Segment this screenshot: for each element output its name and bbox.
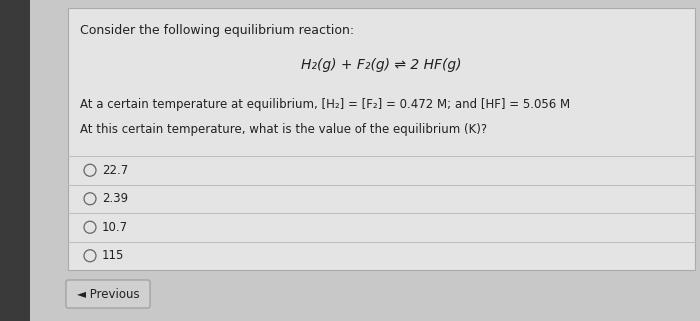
FancyBboxPatch shape [66, 280, 150, 308]
Text: 115: 115 [102, 249, 125, 262]
Text: 22.7: 22.7 [102, 164, 128, 177]
Bar [0, 0, 30, 321]
Bar [68, 8, 695, 270]
Text: 2.39: 2.39 [102, 192, 128, 205]
Text: At a certain temperature at equilibrium, [H₂] = [F₂] = 0.472 M; and [HF] = 5.056: At a certain temperature at equilibrium,… [80, 98, 570, 111]
Text: 10.7: 10.7 [102, 221, 128, 234]
Text: ◄ Previous: ◄ Previous [77, 288, 139, 300]
Text: H₂(g) + F₂(g) ⇌ 2 HF(g): H₂(g) + F₂(g) ⇌ 2 HF(g) [301, 58, 462, 72]
Text: Consider the following equilibrium reaction:: Consider the following equilibrium react… [80, 24, 354, 37]
Text: At this certain temperature, what is the value of the equilibrium (K)?: At this certain temperature, what is the… [80, 123, 487, 136]
